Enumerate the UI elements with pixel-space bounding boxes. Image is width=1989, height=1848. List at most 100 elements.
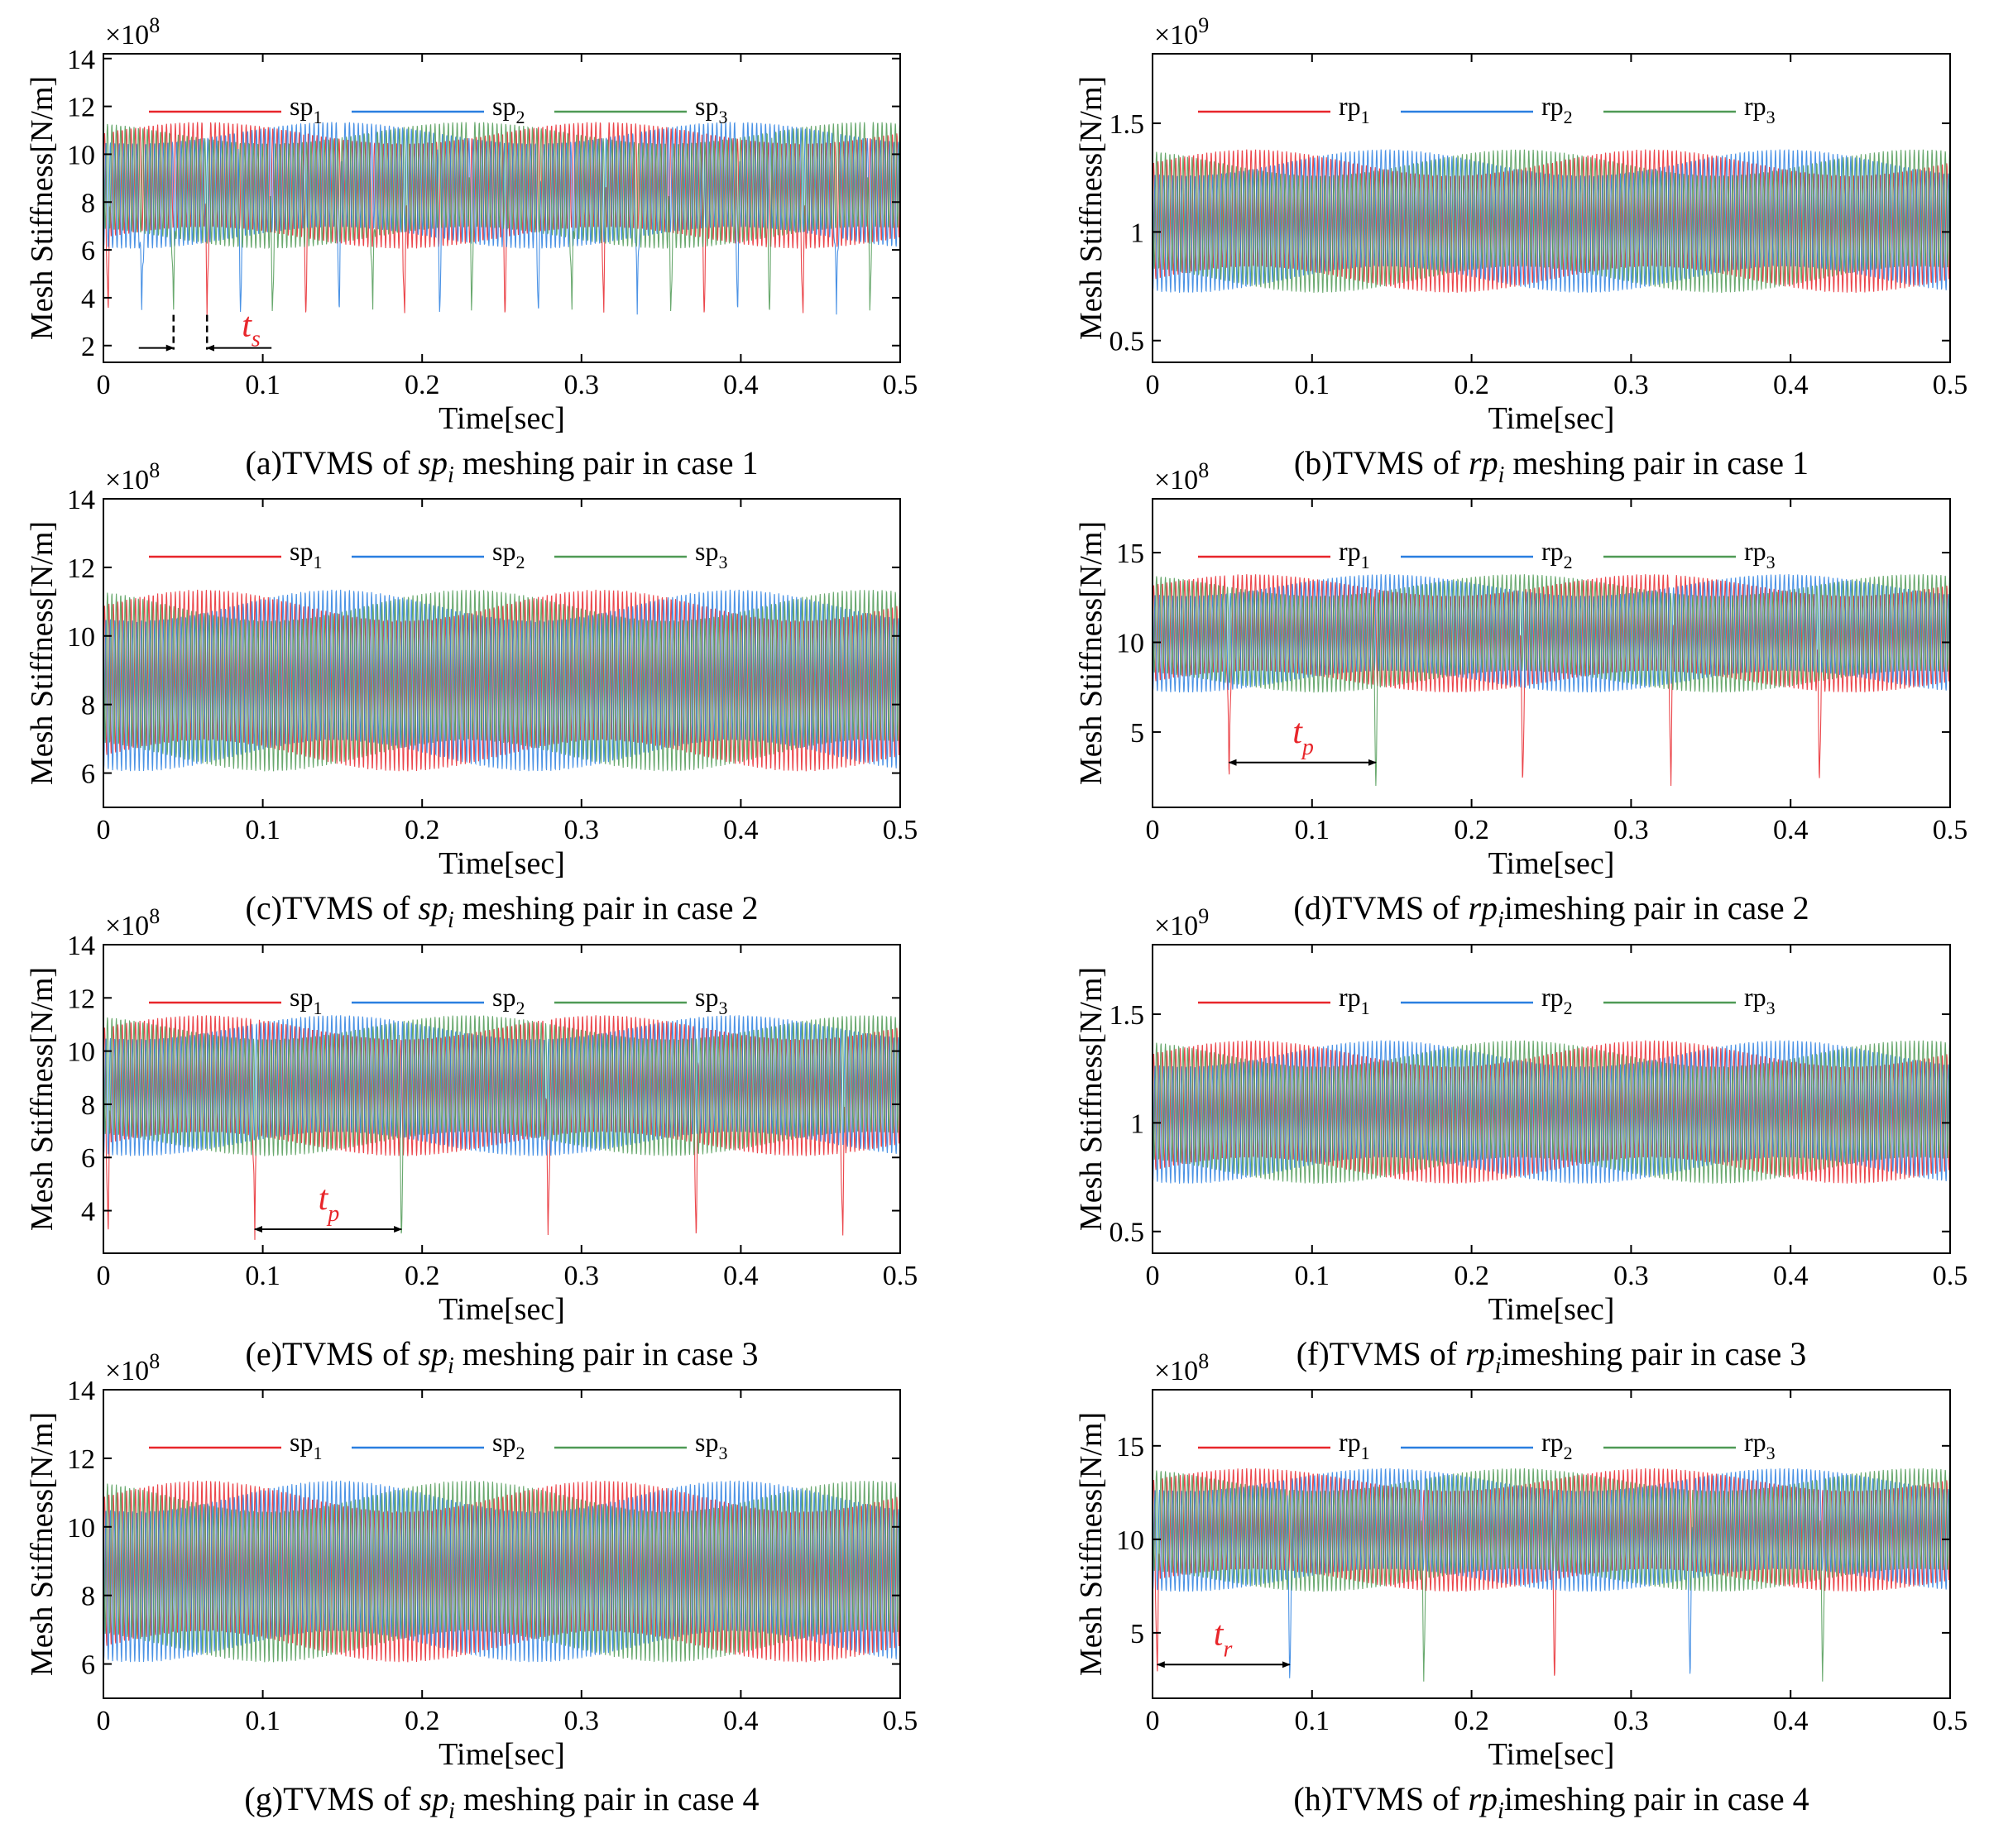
annotation-label: tr <box>1214 1615 1233 1662</box>
y-tick-label: 6 <box>81 236 95 266</box>
axis-exponent-power: 8 <box>149 458 160 482</box>
series-line-rp3 <box>1153 1468 1950 1682</box>
annotation-sub: r <box>1223 1636 1232 1662</box>
x-tick-label: 0.1 <box>1295 1261 1330 1291</box>
series-line-rp3 <box>1153 574 1950 787</box>
x-tick-label: 0.4 <box>1773 815 1809 845</box>
axis-exponent-power: 9 <box>1198 13 1209 37</box>
x-axis-label: Time[sec] <box>439 401 565 436</box>
y-axis-label: Mesh Stiffness[N/m] <box>25 76 60 340</box>
x-tick-label: 0.5 <box>1933 1706 1968 1736</box>
x-tick-label: 0 <box>1146 1706 1160 1736</box>
x-tick-label: 0.5 <box>1933 370 1968 400</box>
y-axis-label: Mesh Stiffness[N/m] <box>1074 521 1109 785</box>
panel-d: 0 0.1 0.2 0.3 0.4 0.5 5 10 15 ×108 Time[sec] Mesh S… <box>1074 458 1967 933</box>
x-tick-label: 0.4 <box>723 1261 759 1291</box>
legend-label-sp1: sp1 <box>290 982 322 1018</box>
y-tick-label: 15 <box>1116 539 1144 569</box>
caption-sub: i <box>1498 1798 1504 1824</box>
panel-caption: (f)TVMS of rpiimeshing pair in case 3 <box>1296 1335 1807 1379</box>
x-tick-label: 0.3 <box>564 815 600 845</box>
legend-sub: 1 <box>313 1443 322 1463</box>
legend-label-rp3: rp3 <box>1744 536 1776 572</box>
y-tick-label: 14 <box>67 485 95 515</box>
x-tick-label: 0.1 <box>245 1261 280 1291</box>
x-tick-label: 0.5 <box>883 1706 918 1736</box>
y-tick-label: 10 <box>67 1513 95 1544</box>
y-tick-label: 1.5 <box>1110 109 1145 140</box>
axis-exponent-power: 8 <box>149 904 160 928</box>
plot-area <box>103 122 900 318</box>
axis-exponent-power: 8 <box>1198 458 1209 482</box>
y-tick-label: 8 <box>81 188 95 218</box>
x-axis-label: Time[sec] <box>439 1737 565 1772</box>
legend-label-rp2: rp2 <box>1541 536 1573 572</box>
plot-area <box>103 1015 900 1240</box>
plot-area <box>103 589 900 772</box>
series-line-sp1 <box>103 1480 900 1663</box>
legend-sub: 2 <box>515 998 525 1018</box>
x-axis-label: Time[sec] <box>1488 846 1615 881</box>
y-axis-label: Mesh Stiffness[N/m] <box>1074 76 1109 340</box>
x-tick-label: 0.1 <box>1295 815 1330 845</box>
x-axis-label: Time[sec] <box>1488 1737 1615 1772</box>
y-tick-label: 1 <box>1130 1108 1144 1139</box>
panel-caption: (h)TVMS of rpiimeshing pair in case 4 <box>1293 1780 1809 1824</box>
x-tick-label: 0.3 <box>564 1261 600 1291</box>
series-line-sp2 <box>103 589 900 772</box>
x-tick-label: 0.1 <box>1295 1706 1330 1736</box>
x-tick-label: 0.2 <box>1454 1261 1489 1291</box>
plot-area <box>1153 1040 1950 1185</box>
x-tick-label: 0.1 <box>245 815 280 845</box>
y-axis-label: Mesh Stiffness[N/m] <box>25 967 60 1231</box>
annotation-label: ts <box>242 307 261 352</box>
caption-sub: i <box>448 1798 455 1824</box>
annotation-sub: s <box>252 327 261 352</box>
axis-exponent-power: 8 <box>1198 1349 1209 1373</box>
axes-box <box>1152 944 1951 1254</box>
legend-sub: 3 <box>718 552 727 572</box>
caption-symbol: sp <box>418 444 448 481</box>
annotation-sub: p <box>1301 735 1314 760</box>
series-line-rp2 <box>1153 149 1950 293</box>
legend-sub: 2 <box>515 552 525 572</box>
y-tick-label: 12 <box>67 984 95 1014</box>
x-tick-label: 0.4 <box>723 1706 759 1736</box>
panel-a: 0 0.1 0.2 0.3 0.4 0.52468101214×108Time[sec]M… <box>25 13 918 488</box>
legend-label-rp3: rp3 <box>1744 1427 1776 1463</box>
legend-label-sp3: sp3 <box>695 536 727 572</box>
panel-caption: (a)TVMS of spi meshing pair in case 1 <box>246 444 759 488</box>
legend-label-rp2: rp2 <box>1541 1427 1573 1463</box>
legend-sub: 3 <box>1766 552 1776 572</box>
caption-suffix: imeshing pair in case 2 <box>1504 889 1809 926</box>
x-tick-label: 0.2 <box>405 370 440 400</box>
axis-exponent: ×108 <box>1154 458 1209 496</box>
axis-exponent: ×108 <box>1154 1349 1209 1386</box>
legend-sub: 2 <box>1564 552 1573 572</box>
x-tick-label: 0.4 <box>1773 1261 1809 1291</box>
axis-exponent: ×108 <box>105 458 160 496</box>
x-tick-label: 0.5 <box>1933 1261 1968 1291</box>
caption-symbol: sp <box>418 889 448 926</box>
axis-exponent: ×108 <box>105 13 160 50</box>
y-tick-label: 12 <box>67 553 95 584</box>
y-tick-label: 8 <box>81 691 95 721</box>
x-axis-label: Time[sec] <box>1488 401 1615 436</box>
y-tick-label: 10 <box>67 1037 95 1068</box>
legend-sub: 2 <box>515 1443 525 1463</box>
caption-sub: i <box>1498 462 1505 488</box>
y-tick-label: 1 <box>1130 218 1144 248</box>
legend-label-rp1: rp1 <box>1339 91 1370 127</box>
x-tick-label: 0.2 <box>1454 815 1489 845</box>
legend-sub: 3 <box>718 998 727 1018</box>
panel-h: 0 0.1 0.2 0.3 0.4 0.5 5 10 15 ×108 Time[sec] Mesh S… <box>1074 1349 1967 1824</box>
legend-sub: 3 <box>718 1443 727 1463</box>
y-tick-label: 6 <box>81 759 95 790</box>
axis-exponent-power: 8 <box>149 13 160 37</box>
caption-suffix: meshing pair in case 3 <box>454 1335 759 1372</box>
legend-sub: 3 <box>1766 998 1776 1018</box>
caption-sub: i <box>448 907 454 933</box>
caption-suffix: imeshing pair in case 4 <box>1504 1780 1809 1817</box>
axes-box <box>1152 498 1951 808</box>
